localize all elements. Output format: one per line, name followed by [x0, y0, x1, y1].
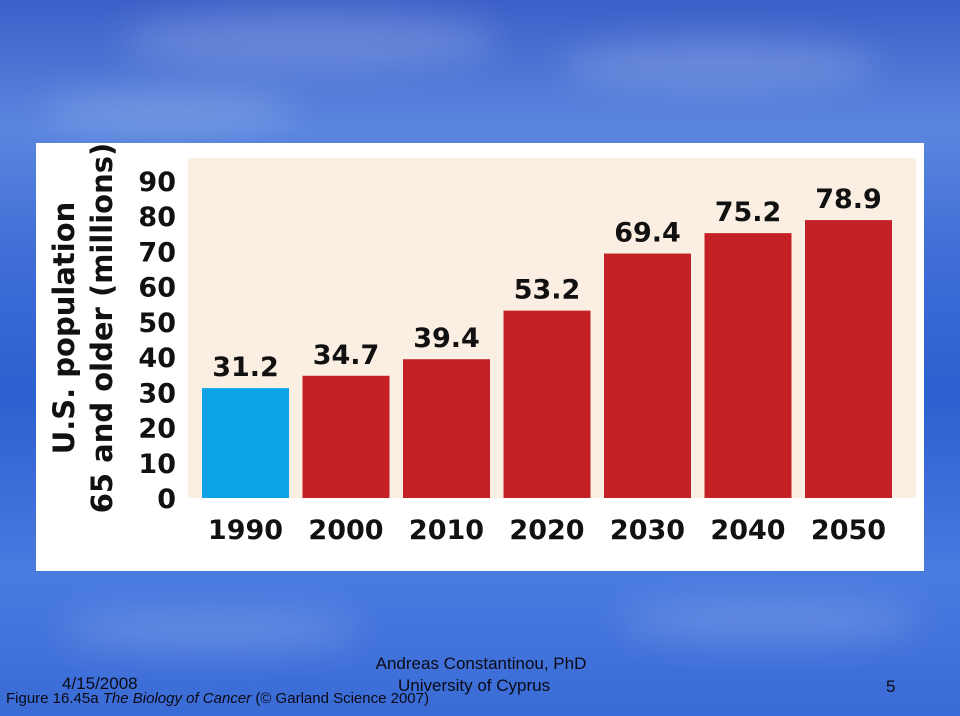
- bar-2000: [302, 375, 390, 498]
- value-label-2020: 53.2: [514, 275, 581, 306]
- bar-chart: U.S. population 65 and older (millions) …: [47, 143, 916, 546]
- y-tick-label: 60: [138, 273, 176, 304]
- x-tick-label-2000: 2000: [308, 515, 383, 546]
- value-label-2000: 34.7: [313, 340, 380, 371]
- slide-university: University of Cyprus: [398, 676, 551, 695]
- x-tick-label-2040: 2040: [710, 515, 785, 546]
- y-tick-label: 80: [138, 202, 176, 233]
- bar-2030: [604, 253, 691, 498]
- y-axis-ticks: 0 10 20 30 40 50 60 70 80 90: [138, 167, 176, 515]
- x-tick-label-1990: 1990: [208, 515, 283, 546]
- caption-prefix: Figure 16.45a: [6, 690, 99, 707]
- bars: [202, 220, 892, 498]
- chart-panel: U.S. population 65 and older (millions) …: [36, 143, 924, 571]
- y-tick-label: 70: [138, 237, 176, 268]
- y-tick-label: 20: [138, 414, 176, 445]
- slide-date: 4/15/2008: [62, 674, 138, 693]
- bar-2020: [503, 310, 591, 498]
- bar-2050: [805, 220, 892, 498]
- value-label-2030: 69.4: [614, 218, 681, 249]
- value-labels: 31.2 34.7 39.4 53.2 69.4 75.2 78.9: [212, 184, 882, 383]
- figure-caption: Figure 16.45a The Biology of Cancer (© G…: [6, 690, 429, 707]
- caption-suffix: (© Garland Science 2007): [255, 690, 429, 707]
- value-label-2040: 75.2: [715, 197, 782, 228]
- y-tick-label: 50: [138, 308, 176, 339]
- x-tick-label-2050: 2050: [811, 515, 886, 546]
- y-tick-label: 40: [138, 343, 176, 374]
- x-tick-label-2020: 2020: [509, 515, 584, 546]
- bar-1990: [202, 388, 289, 498]
- y-tick-label: 0: [157, 484, 176, 515]
- caption-book-title: The Biology of Cancer: [102, 690, 252, 707]
- x-tick-label-2010: 2010: [409, 515, 484, 546]
- bar-2040: [704, 233, 792, 498]
- slide-page-number: 5: [886, 677, 896, 696]
- value-label-2050: 78.9: [815, 184, 882, 215]
- y-axis-label-line1: U.S. population: [47, 202, 81, 455]
- y-axis-label-line2: 65 and older (millions): [85, 143, 119, 513]
- x-axis-ticks: 1990 2000 2010 2020 2030 2040 2050: [208, 515, 886, 546]
- y-tick-label: 90: [138, 167, 176, 198]
- slide-author: Andreas Constantinou, PhD: [375, 654, 587, 673]
- value-label-1990: 31.2: [212, 352, 279, 383]
- y-tick-label: 10: [138, 449, 176, 480]
- value-label-2010: 39.4: [413, 323, 480, 354]
- bar-2010: [403, 359, 490, 498]
- y-tick-label: 30: [138, 378, 176, 409]
- x-tick-label-2030: 2030: [610, 515, 685, 546]
